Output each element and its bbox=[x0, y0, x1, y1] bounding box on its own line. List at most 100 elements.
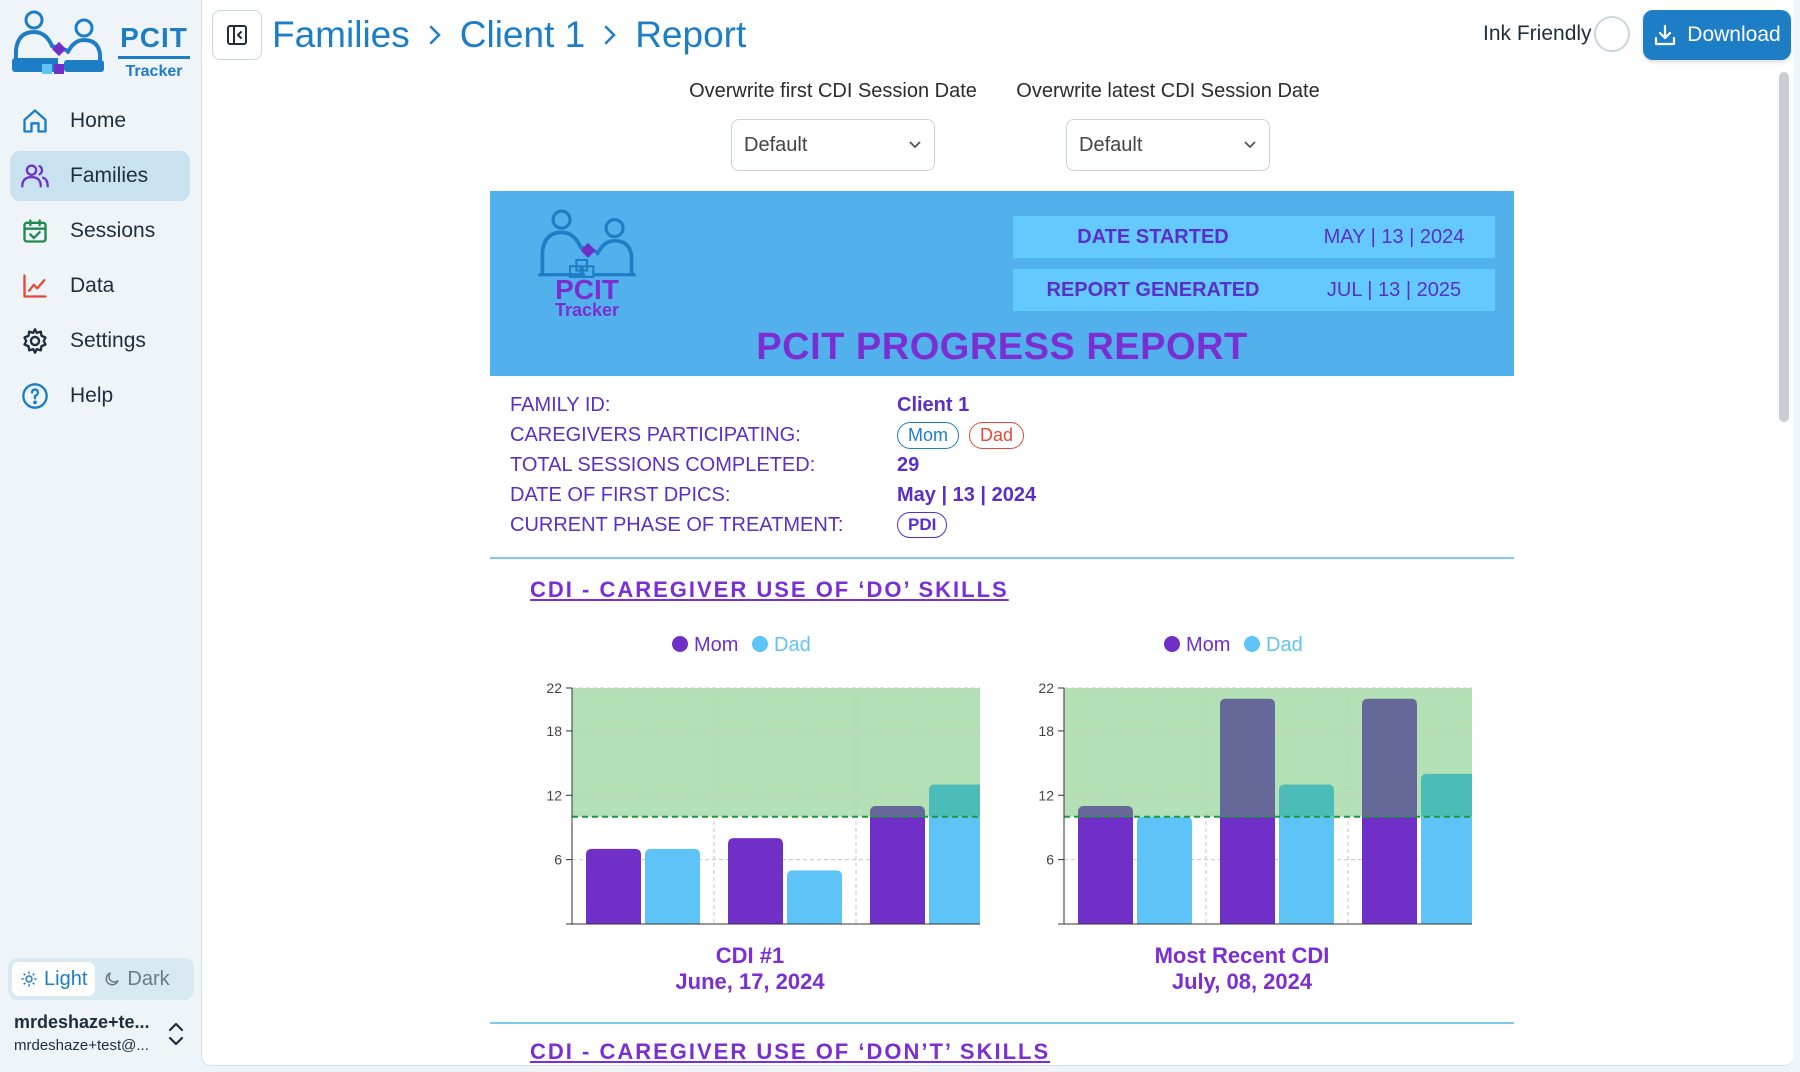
bar-segment-base bbox=[1362, 816, 1417, 924]
logo-figures-icon bbox=[12, 10, 104, 74]
report-logo-subtitle: Tracker bbox=[554, 300, 620, 320]
bar-segment-above-target bbox=[929, 784, 980, 817]
bar-segment-base bbox=[1421, 816, 1472, 924]
date-started-row: DATE STARTED MAY | 13 | 2024 bbox=[1013, 216, 1495, 258]
bar-segment-above-target bbox=[1362, 698, 1417, 817]
sidebar-item-label: Help bbox=[70, 384, 114, 407]
ink-friendly-toggle[interactable] bbox=[1593, 16, 1630, 52]
user-name: mrdeshaze+te... bbox=[14, 1012, 150, 1032]
info-row-first-dpics: DATE OF FIRST DPICS: May | 13 | 2024 bbox=[510, 480, 1494, 510]
ink-friendly-control: Ink Friendly bbox=[1483, 16, 1630, 52]
chevron-down-icon bbox=[1244, 141, 1256, 149]
legend-label-dad: Dad bbox=[774, 634, 811, 656]
sidebar-item-label: Settings bbox=[70, 329, 146, 352]
main-panel: Families Client 1 Report Ink Friendly Do… bbox=[201, 0, 1794, 1066]
app-logo[interactable]: PCIT Tracker bbox=[8, 10, 190, 80]
report-generated-row: REPORT GENERATED JUL | 13 | 2025 bbox=[1013, 269, 1495, 311]
family-id-label: FAMILY ID: bbox=[510, 393, 611, 416]
info-row-sessions: TOTAL SESSIONS COMPLETED: 29 bbox=[510, 450, 1494, 480]
sessions-value: 29 bbox=[897, 453, 920, 476]
chart1-caption: CDI #1 June, 17, 2024 bbox=[550, 943, 950, 995]
progress-report: PCIT Tracker DATE STARTED MAY | 13 | 202… bbox=[490, 191, 1514, 1065]
sidebar-nav: Home Families Sessions Data Settings bbox=[10, 96, 190, 426]
legend-label-dad: Dad bbox=[1266, 634, 1303, 656]
first-cdi-select[interactable]: Default bbox=[731, 119, 935, 171]
date-started-label: DATE STARTED bbox=[1077, 225, 1229, 248]
bar-segment-above-target bbox=[1078, 806, 1133, 817]
collapse-sidebar-button[interactable] bbox=[212, 10, 262, 60]
info-row-family-id: FAMILY ID: Client 1 bbox=[510, 390, 1494, 420]
section-title-do-skills: CDI - CAREGIVER USE OF ‘DO’ SKILLS bbox=[530, 577, 1009, 602]
bar-segment-base bbox=[870, 816, 925, 924]
chart2-caption-date: July, 08, 2024 bbox=[1171, 969, 1313, 994]
sidebar-item-help[interactable]: Help bbox=[10, 371, 190, 421]
bar-mom bbox=[1362, 698, 1417, 924]
bar-dad bbox=[929, 784, 980, 924]
bar-segment-above-target bbox=[1220, 698, 1275, 817]
report-generated-value: JUL | 13 | 2025 bbox=[1326, 278, 1462, 301]
sidebar-item-families[interactable]: Families bbox=[10, 151, 190, 201]
bar-segment-base bbox=[1220, 816, 1275, 924]
legend-swatch-mom bbox=[672, 636, 688, 652]
sidebar-item-label: Families bbox=[70, 164, 149, 187]
theme-dark-label: Dark bbox=[127, 967, 170, 990]
legend-label-mom: Mom bbox=[694, 634, 738, 656]
bar-segment-base bbox=[1279, 816, 1334, 924]
y-tick-label: 12 bbox=[1038, 787, 1054, 803]
breadcrumb: Families Client 1 Report bbox=[272, 10, 746, 60]
scrollbar[interactable] bbox=[1779, 72, 1789, 422]
bar-segment-base bbox=[787, 870, 842, 924]
target-zone bbox=[572, 688, 980, 817]
bar-segment-above-target bbox=[1279, 784, 1334, 817]
bar-mom bbox=[870, 806, 925, 924]
chart-legend: Mom Dad bbox=[1164, 634, 1303, 656]
breadcrumb-client[interactable]: Client 1 bbox=[459, 14, 586, 55]
bar-segment-above-target bbox=[870, 806, 925, 817]
caregivers-label: CAREGIVERS PARTICIPATING: bbox=[510, 423, 801, 446]
first-cdi-value: Default bbox=[744, 133, 808, 156]
user-menu[interactable]: mrdeshaze+te... mrdeshaze+test@... bbox=[14, 1012, 194, 1058]
legend-swatch-mom bbox=[1164, 636, 1180, 652]
sessions-label: TOTAL SESSIONS COMPLETED: bbox=[510, 453, 816, 476]
bar-segment-base bbox=[645, 848, 700, 924]
y-tick-label: 18 bbox=[546, 723, 562, 739]
breadcrumb-families[interactable]: Families bbox=[272, 14, 410, 55]
theme-light-button[interactable]: Light bbox=[12, 962, 96, 996]
first-dpics-label: DATE OF FIRST DPICS: bbox=[510, 483, 731, 506]
bar-segment-above-target bbox=[1421, 773, 1472, 817]
logo-subtitle: Tracker bbox=[125, 63, 183, 80]
sidebar-item-settings[interactable]: Settings bbox=[10, 316, 190, 366]
y-tick-label: 22 bbox=[1038, 680, 1054, 696]
first-cdi-override: Overwrite first CDI Session Date Default bbox=[683, 80, 983, 171]
info-row-phase: CURRENT PHASE OF TREATMENT: PDI bbox=[510, 510, 1494, 540]
bar-segment-base bbox=[1137, 816, 1192, 924]
report-title: PCIT PROGRESS REPORT bbox=[756, 326, 1248, 368]
first-dpics-value: May | 13 | 2024 bbox=[897, 483, 1037, 506]
report-generated-label: REPORT GENERATED bbox=[1046, 278, 1260, 301]
help-circle-icon bbox=[20, 381, 50, 411]
bar-dad bbox=[1279, 784, 1334, 924]
chart2-caption-title: Most Recent CDI bbox=[1154, 943, 1330, 968]
sidebar-item-sessions[interactable]: Sessions bbox=[10, 206, 190, 256]
download-button[interactable]: Download bbox=[1643, 10, 1791, 60]
sidebar-item-data[interactable]: Data bbox=[10, 261, 190, 311]
latest-cdi-select[interactable]: Default bbox=[1066, 119, 1270, 171]
chart-cdi-latest: MomDadBehavior DescriptionLabeled Praise… bbox=[1038, 634, 1472, 925]
caregiver-badge-dad: Dad bbox=[969, 421, 1025, 449]
chart1-caption-title: CDI #1 bbox=[715, 943, 785, 968]
caregiver-badge-mom: Mom bbox=[897, 421, 959, 449]
section-divider bbox=[490, 1022, 1514, 1024]
theme-light-label: Light bbox=[44, 967, 88, 990]
bar-dad bbox=[787, 870, 842, 924]
line-chart-icon bbox=[20, 271, 50, 301]
moon-icon bbox=[105, 972, 120, 986]
bar-segment-base bbox=[929, 816, 980, 924]
sidebar-item-home[interactable]: Home bbox=[10, 96, 190, 146]
y-tick-label: 12 bbox=[546, 787, 562, 803]
bar-segment-base bbox=[728, 838, 783, 924]
sidebar: PCIT Tracker Home Families Sessions bbox=[0, 0, 200, 1072]
report-header: PCIT Tracker DATE STARTED MAY | 13 | 202… bbox=[490, 191, 1514, 376]
download-label: Download bbox=[1687, 23, 1781, 46]
theme-dark-button[interactable]: Dark bbox=[95, 962, 177, 996]
theme-toggle: Light Dark bbox=[8, 958, 194, 1000]
